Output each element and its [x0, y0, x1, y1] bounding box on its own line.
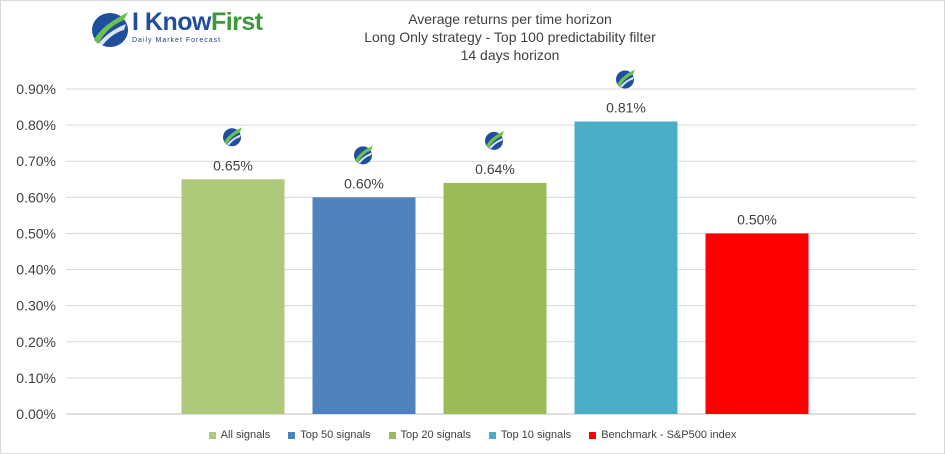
logo-swoosh-icon	[92, 12, 128, 47]
data-label: 0.50%	[737, 211, 777, 227]
chart-title: Average returns per time horizon	[408, 11, 612, 27]
legend-item: Top 10 signals	[488, 429, 572, 441]
y-tick-label: 0.70%	[16, 153, 56, 169]
y-tick-label: 0.10%	[16, 370, 56, 386]
data-label: 0.81%	[606, 100, 646, 116]
legend-swatch	[488, 431, 496, 439]
legend-swatch	[288, 431, 296, 439]
legend-swatch	[589, 431, 597, 439]
y-tick-label: 0.00%	[16, 406, 56, 422]
y-tick-label: 0.50%	[16, 225, 56, 241]
data-label: 0.60%	[344, 175, 384, 191]
logo-brand-accent: First	[210, 8, 263, 36]
chart-subtitle-horizon: 14 days horizon	[460, 47, 560, 63]
bar	[705, 233, 809, 414]
legend-swatch	[208, 431, 216, 439]
y-tick-label: 0.60%	[16, 189, 56, 205]
logo-markers	[223, 69, 635, 165]
logo-brand-name: I KnowFirst	[132, 8, 263, 37]
legend-label: All signals	[220, 429, 271, 441]
bar	[443, 182, 547, 414]
company-logo: I KnowFirst Daily Market Forecast	[88, 6, 263, 50]
y-tick-label: 0.20%	[16, 334, 56, 350]
y-tick-label: 0.80%	[16, 117, 56, 133]
bar	[574, 121, 678, 414]
legend-item: Top 50 signals	[288, 429, 371, 441]
chart-subtitle: Long Only strategy - Top 100 predictabil…	[364, 29, 656, 45]
legend-item: Benchmark - S&P500 index	[589, 429, 736, 441]
y-tick-label: 0.90%	[16, 81, 56, 97]
bars	[181, 121, 809, 414]
chart-titles: Average returns per time horizon Long On…	[310, 10, 710, 64]
logo-marker-icon	[354, 145, 373, 165]
data-label: 0.65%	[213, 157, 253, 173]
legend-label: Benchmark - S&P500 index	[601, 429, 737, 441]
legend-item: All signals	[208, 429, 271, 441]
y-tick-label: 0.40%	[16, 262, 56, 278]
logo-brand-main: I Know	[132, 8, 211, 36]
y-axis-ticks: 0.00% 0.10% 0.20% 0.30% 0.40% 0.50% 0.60% 0.70%…	[16, 81, 56, 422]
data-labels: 0.65% 0.60% 0.64% 0.81% 0.50%	[213, 100, 777, 228]
legend-swatch	[388, 431, 396, 439]
logo-marker-icon	[223, 127, 242, 147]
legend-label: Top 50 signals	[300, 429, 371, 441]
legend-label: Top 10 signals	[500, 429, 572, 441]
bar	[312, 197, 416, 414]
logo-marker-icon	[616, 69, 635, 89]
bar-chart: 0.00% 0.10% 0.20% 0.30% 0.40% 0.50% 0.60% 0.70%…	[16, 69, 916, 422]
legend-label: Top 20 signals	[400, 429, 471, 441]
bar	[181, 179, 285, 414]
data-label: 0.64%	[475, 161, 515, 177]
logo-marker-icon	[485, 130, 504, 150]
legend: All signals Top 50 signals Top 20 signals T…	[0, 429, 945, 441]
y-tick-label: 0.30%	[16, 298, 56, 314]
logo-tagline: Daily Market Forecast	[132, 37, 222, 44]
legend-item: Top 20 signals	[388, 429, 471, 441]
